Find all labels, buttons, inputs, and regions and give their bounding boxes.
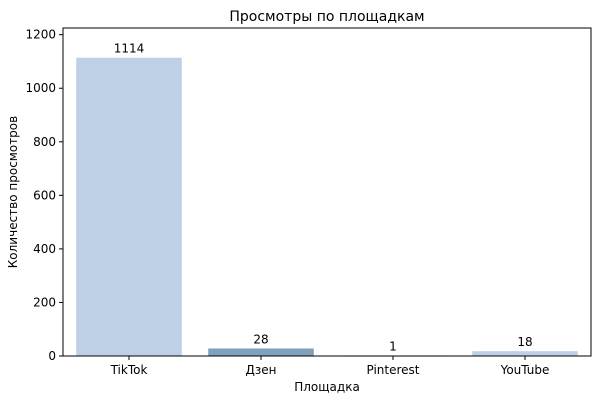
axes-frame <box>62 27 592 357</box>
data-label-0: 1114 <box>114 42 145 56</box>
chart-title: Просмотры по площадкам <box>229 9 424 25</box>
data-label-3: 18 <box>517 335 532 349</box>
y-tick-label-4: 800 <box>33 135 56 149</box>
y-tick-label-3: 600 <box>33 188 56 202</box>
x-tick-label-3: YouTube <box>500 363 550 377</box>
plot-area: 1114 TikTok 28 Дзен 1 Pinterest 18 YouTube 0 200 4… <box>25 27 592 377</box>
y-tick-label-2: 400 <box>33 242 56 256</box>
x-tick-label-2: Pinterest <box>366 363 419 377</box>
bar-0 <box>76 57 182 356</box>
x-tick-label-0: TikTok <box>110 363 148 377</box>
y-tick-label-1: 200 <box>33 295 56 309</box>
y-axis-label: Количество просмотров <box>6 116 20 268</box>
x-tick-label-1: Дзен <box>246 363 277 377</box>
bar-3 <box>472 351 578 356</box>
y-tick-label-6: 1200 <box>25 28 56 42</box>
y-tick-label-0: 0 <box>48 349 56 363</box>
x-axis-label: Площадка <box>294 380 360 394</box>
data-label-1: 28 <box>253 333 268 347</box>
bar-1 <box>208 348 314 356</box>
y-tick-label-5: 1000 <box>25 81 56 95</box>
data-label-2: 1 <box>389 340 397 354</box>
